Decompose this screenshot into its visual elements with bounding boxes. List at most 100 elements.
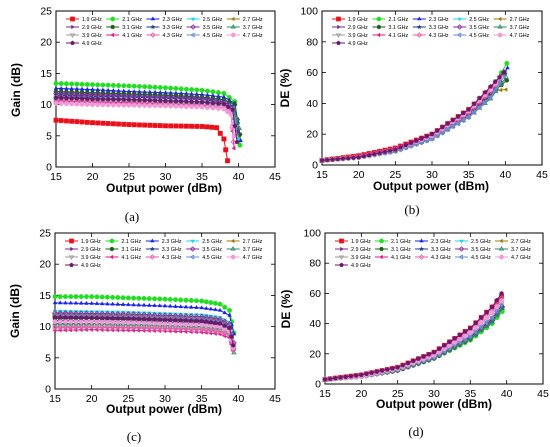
data-point xyxy=(168,98,174,104)
legend-item-3-9-ghz: 3.9 GHz xyxy=(332,33,368,39)
data-point xyxy=(58,85,64,90)
data-point xyxy=(205,88,210,94)
x-tick-label: 35 xyxy=(464,388,476,400)
series-3-9-ghz xyxy=(319,74,506,164)
legend-marker xyxy=(339,262,344,267)
legend-marker xyxy=(458,254,463,260)
legend-item-4-7-ghz: 4.7 GHz xyxy=(226,32,263,39)
data-point xyxy=(335,156,341,162)
series-4-7-ghz xyxy=(319,74,504,163)
data-point xyxy=(183,326,189,333)
data-point xyxy=(345,155,351,161)
data-point xyxy=(157,320,163,326)
data-point xyxy=(156,325,163,332)
data-point xyxy=(151,325,158,332)
legend-label: 2.3 GHz xyxy=(431,239,451,245)
data-point xyxy=(110,121,116,127)
data-point xyxy=(467,325,473,331)
data-point xyxy=(445,121,451,126)
data-point xyxy=(64,86,69,91)
legend-item-2-3-ghz: 2.3 GHz xyxy=(412,16,449,23)
legend-label: 2.1 GHz xyxy=(391,239,411,245)
data-point xyxy=(110,301,115,306)
x-axis-label: Output power (dBm) xyxy=(106,402,222,416)
data-point xyxy=(473,320,479,325)
data-point xyxy=(223,147,229,153)
data-point xyxy=(94,324,100,331)
data-point xyxy=(193,326,200,333)
legend-marker xyxy=(497,24,503,29)
data-point xyxy=(492,79,498,84)
data-point xyxy=(488,83,494,89)
data-point xyxy=(131,319,137,325)
legend-item-4-1-ghz: 4.1 GHz xyxy=(106,32,142,39)
data-point xyxy=(225,109,231,115)
series-line xyxy=(324,305,502,380)
legend-label: 3.3 GHz xyxy=(162,247,182,253)
legend-label: 2.7 GHz xyxy=(510,17,530,23)
data-point xyxy=(188,321,194,327)
data-point xyxy=(73,315,79,320)
legend-item-4-9-ghz: 4.9 GHz xyxy=(335,262,371,269)
data-point xyxy=(52,300,58,305)
data-point xyxy=(152,296,157,302)
series-4-7-ghz xyxy=(322,298,505,382)
data-point xyxy=(222,304,228,310)
data-point xyxy=(141,295,147,301)
data-point xyxy=(168,103,174,109)
data-point xyxy=(210,100,216,106)
data-point xyxy=(62,327,67,333)
legend-item-4-3-ghz: 4.3 GHz xyxy=(415,254,451,261)
data-point xyxy=(221,106,227,112)
data-point xyxy=(199,305,204,310)
legend-item-4-1-ghz: 4.1 GHz xyxy=(372,32,408,39)
data-point xyxy=(94,315,100,320)
x-tick-label: 30 xyxy=(160,171,172,183)
legend-item-2-7-ghz: 2.7 GHz xyxy=(226,16,263,23)
data-point xyxy=(110,294,116,300)
data-point xyxy=(73,324,79,331)
data-point xyxy=(126,302,131,307)
legend-marker xyxy=(70,246,74,252)
data-point xyxy=(74,81,80,87)
data-point xyxy=(146,316,152,322)
legend-marker xyxy=(70,16,75,22)
data-point xyxy=(173,103,179,109)
data-point xyxy=(131,122,137,128)
data-point xyxy=(178,98,184,104)
data-point xyxy=(225,104,231,109)
data-point xyxy=(473,325,479,331)
data-point xyxy=(104,324,111,331)
data-point xyxy=(88,324,95,331)
legend-item-4-7-ghz: 4.7 GHz xyxy=(226,254,263,261)
legend-marker xyxy=(337,24,341,30)
legend-label: 4.7 GHz xyxy=(511,255,531,261)
legend-label: 3.9 GHz xyxy=(348,33,368,39)
data-point xyxy=(229,334,234,339)
legend-marker xyxy=(497,16,502,22)
data-point xyxy=(217,320,223,326)
data-point xyxy=(193,322,199,327)
legend-item-4-5-ghz: 4.5 GHz xyxy=(455,254,491,261)
x-tick-label: 15 xyxy=(49,393,61,405)
legend-label: 2.5 GHz xyxy=(471,239,491,245)
legend-marker xyxy=(230,246,236,251)
data-point xyxy=(477,95,483,101)
legend-item-3-9-ghz: 3.9 GHz xyxy=(66,33,102,39)
data-point xyxy=(436,346,442,351)
data-point xyxy=(78,300,84,305)
data-point xyxy=(63,294,68,300)
y-tick-label: 15 xyxy=(40,68,52,80)
data-point xyxy=(460,117,465,124)
data-point xyxy=(392,147,398,152)
data-point xyxy=(57,319,63,325)
x-tick-label: 25 xyxy=(389,169,401,181)
legend-item-4-9-ghz: 4.9 GHz xyxy=(332,40,368,47)
data-point xyxy=(99,319,105,325)
data-point xyxy=(152,98,158,103)
data-point xyxy=(348,373,354,379)
legend-label: 3.1 GHz xyxy=(391,247,411,253)
legend-label: 3.9 GHz xyxy=(81,255,101,261)
data-point xyxy=(68,319,74,325)
x-tick-label: 40 xyxy=(499,169,511,181)
